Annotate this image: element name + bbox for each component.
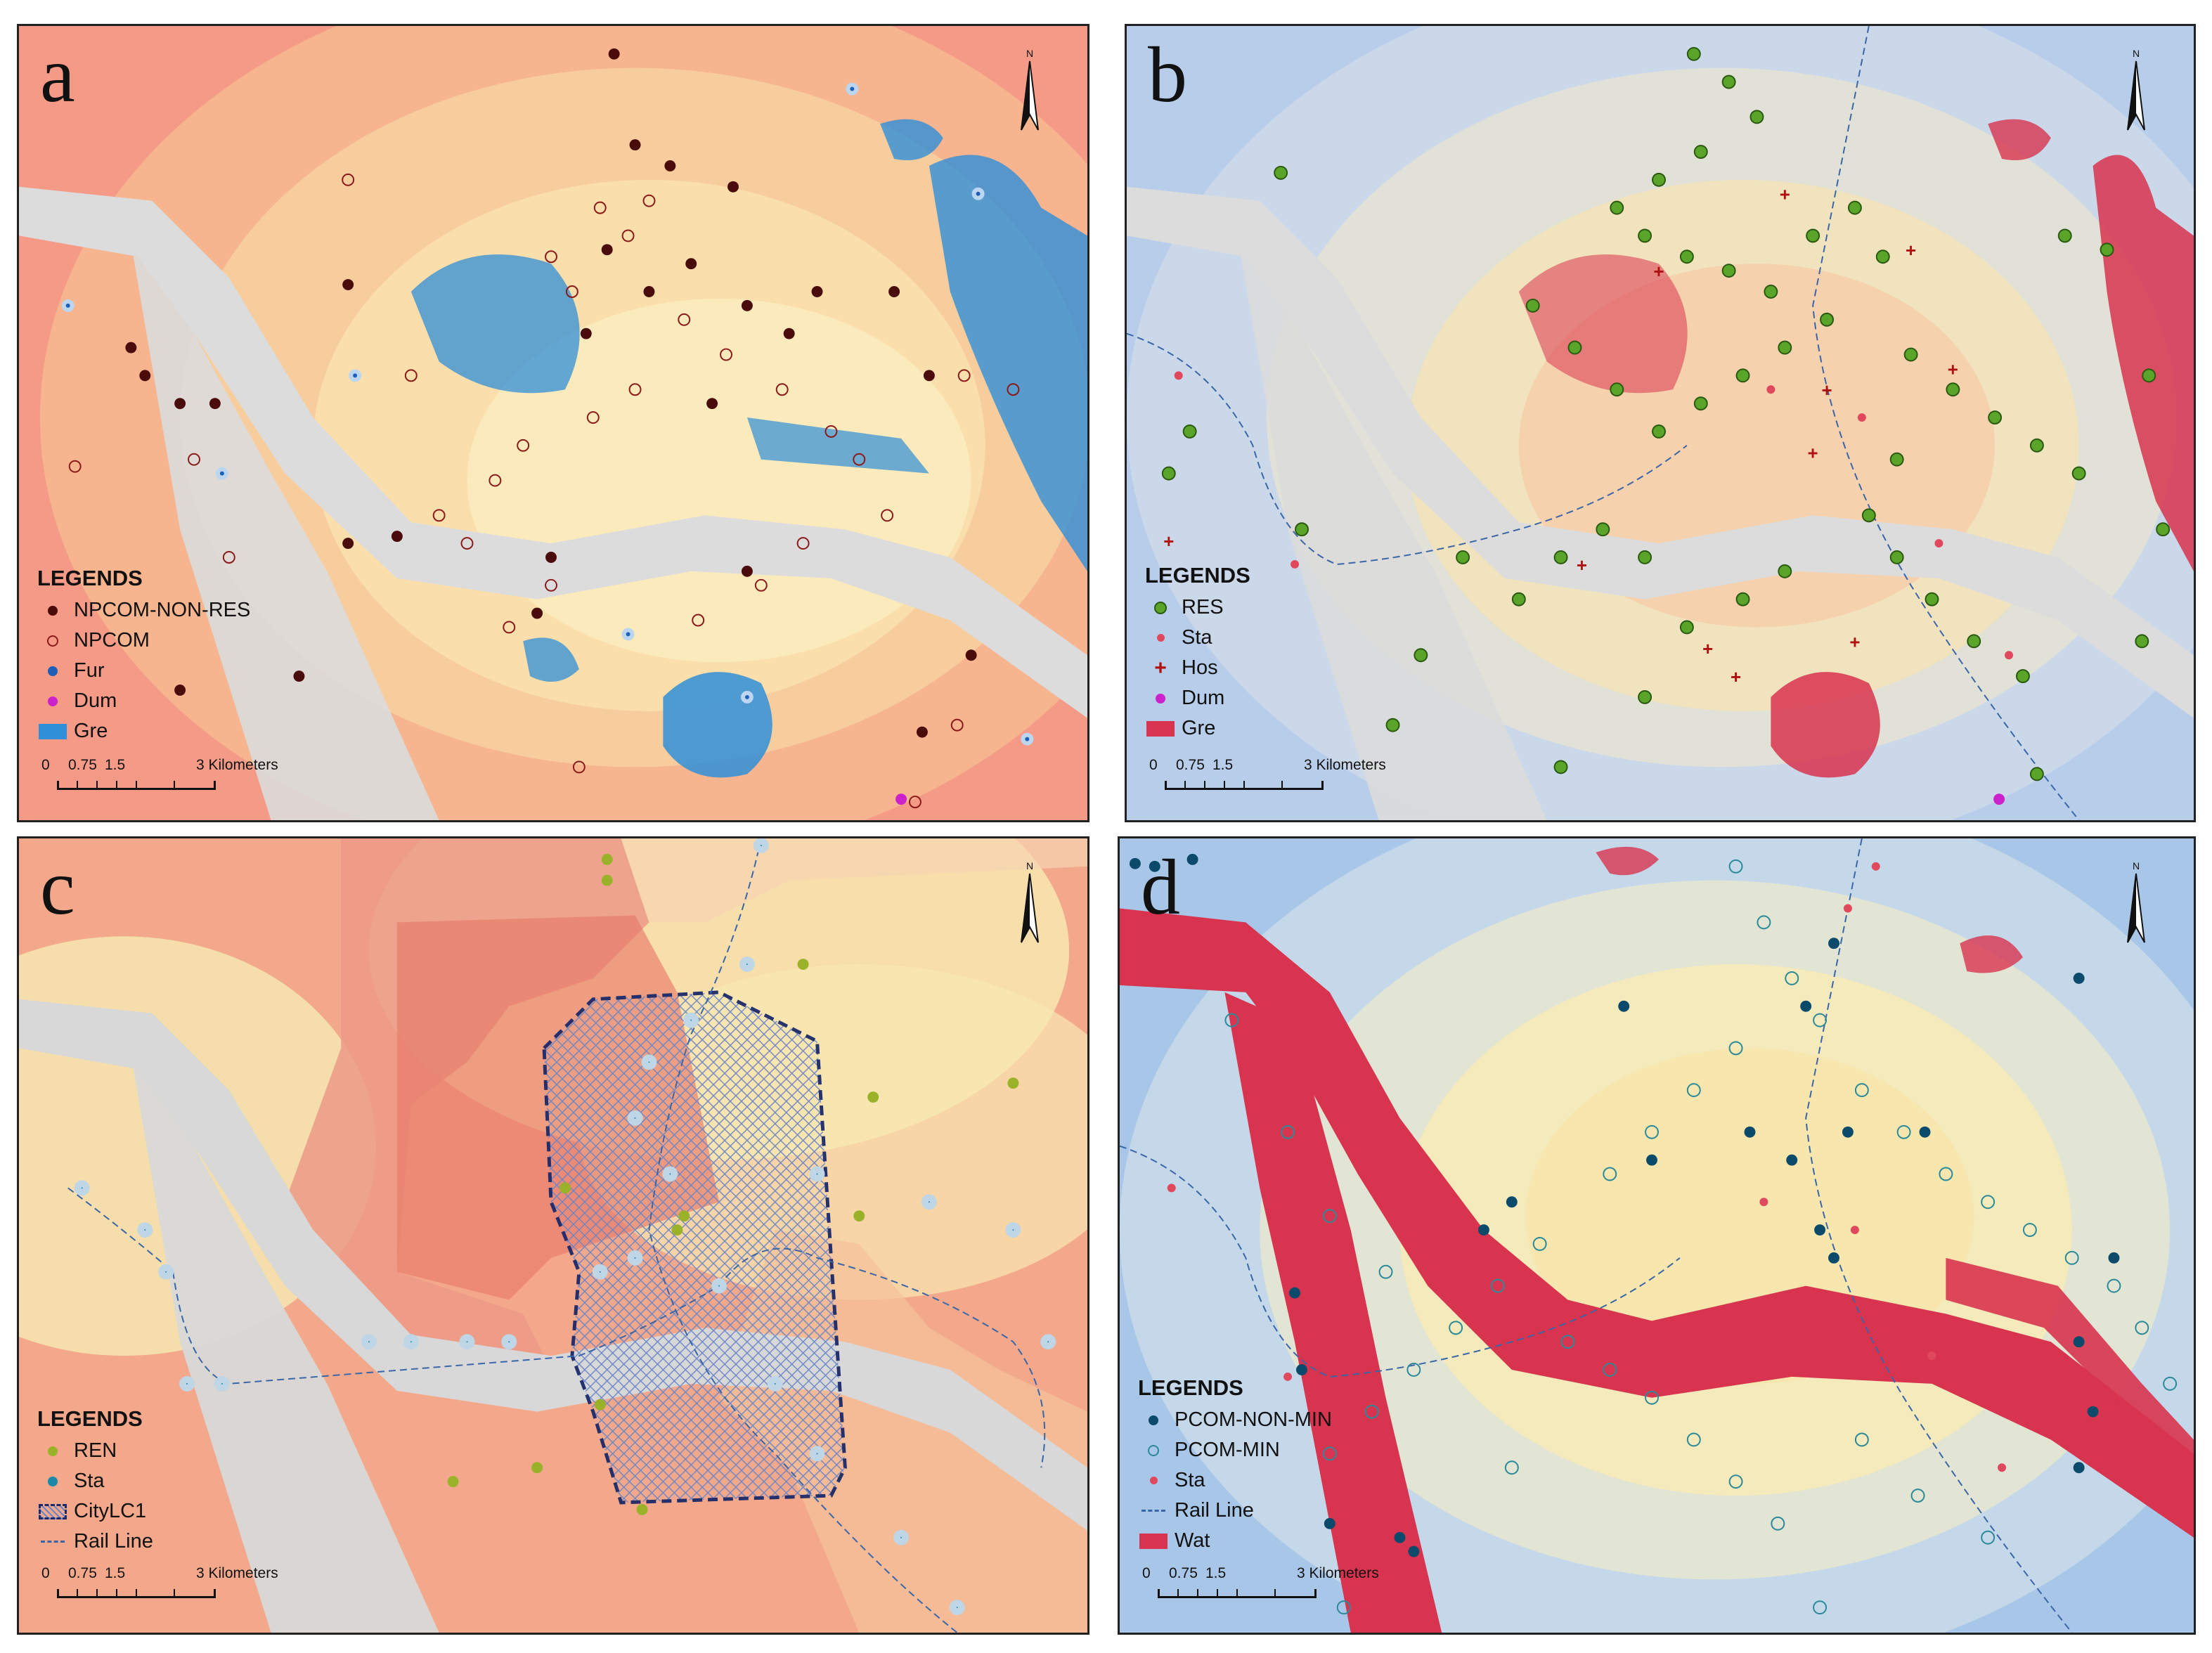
north-arrow-icon: N xyxy=(2127,860,2145,943)
svg-text:+: + xyxy=(1577,556,1587,576)
panel-letter: a xyxy=(40,32,75,119)
svg-text:+: + xyxy=(1948,360,1958,380)
map-panel-c: c N LEGENDS REN Sta CityLC1 Rail Line 0 … xyxy=(17,836,1089,1635)
north-arrow-label: N xyxy=(1026,860,1033,871)
map-canvas-d xyxy=(1120,838,2194,1633)
legend-item-npcom: NPCOM xyxy=(37,625,250,656)
legend-item-hos: + Hos xyxy=(1154,656,1218,680)
svg-text:+: + xyxy=(1808,444,1818,464)
map-canvas-b: + + + + + + + + + + + xyxy=(1127,26,2194,820)
panel-letter: b xyxy=(1148,32,1187,119)
legend-item-gre: Gre xyxy=(1145,713,1250,744)
legend-item-sta: Sta xyxy=(1138,1465,1332,1496)
filled-circle-icon xyxy=(1156,693,1165,704)
area-patch-icon xyxy=(1146,720,1175,737)
panel-letter: d xyxy=(1141,844,1180,931)
svg-text:+: + xyxy=(1702,640,1713,659)
north-arrow-label: N xyxy=(2133,860,2140,871)
sta-points xyxy=(74,838,1056,1616)
legend-item-pcom-non-min: PCOM-NON-MIN xyxy=(1138,1405,1332,1435)
legend-d: LEGENDS PCOM-NON-MIN PCOM-MIN Sta Rail L… xyxy=(1138,1375,1332,1556)
legend-title: LEGENDS xyxy=(1145,563,1250,588)
svg-text:+: + xyxy=(1163,532,1174,552)
legend-item-dum: Dum xyxy=(37,686,250,716)
ren-points xyxy=(447,853,1019,1515)
area-patch-icon xyxy=(39,723,67,739)
svg-text:+: + xyxy=(1780,186,1790,205)
legend-title: LEGENDS xyxy=(1138,1375,1243,1400)
filled-circle-icon xyxy=(48,666,58,676)
svg-text:+: + xyxy=(1653,262,1664,282)
svg-text:+: + xyxy=(1906,241,1916,261)
legend-item-dum: Dum xyxy=(1145,683,1250,713)
legend-item-gre: Gre xyxy=(37,716,250,746)
legend-item-fur: Fur xyxy=(37,656,250,686)
filled-circle-icon xyxy=(1149,1415,1158,1425)
hos-points: + + + + + + + + + + + xyxy=(1163,186,1958,687)
filled-circle-icon xyxy=(1154,601,1167,614)
scale-bar: 0 0.75 1.5 3 Kilometers xyxy=(1148,757,1415,792)
map-panel-a: a N LEGENDS NPCOM-NON-RES NPCOM Fur Dum … xyxy=(17,24,1089,822)
map-panel-b: + + + + + + + + + + + b N LEGENDS RES Sta + Hos Dum… xyxy=(1125,24,2196,822)
filled-circle-icon xyxy=(1156,634,1165,642)
svg-text:+: + xyxy=(1731,668,1741,687)
map-panel-d: d N LEGENDS PCOM-NON-MIN PCOM-MIN Sta Ra… xyxy=(1118,836,2196,1635)
north-arrow-icon: N xyxy=(1021,860,1039,943)
npcom-points xyxy=(68,173,1020,809)
legend-item-rail-line: Rail Line xyxy=(37,1526,153,1557)
legend-title: LEGENDS xyxy=(37,1406,143,1431)
pcom-min-points xyxy=(1224,859,2178,1615)
legend-item-npcom-non-res: NPCOM-NON-RES xyxy=(37,595,250,625)
legend-a: LEGENDS NPCOM-NON-RES NPCOM Fur Dum Gre xyxy=(37,566,250,746)
legend-item-pcom-min: PCOM-MIN xyxy=(1138,1435,1332,1465)
plus-icon: + xyxy=(1154,656,1167,680)
dum-point xyxy=(895,793,907,805)
legend-item-wat: Wat xyxy=(1138,1526,1332,1556)
north-arrow-icon: N xyxy=(2127,48,2145,131)
dashed-line-icon xyxy=(41,1541,65,1543)
legend-title: LEGENDS xyxy=(37,566,143,590)
filled-circle-icon xyxy=(48,605,58,616)
area-patch-icon xyxy=(1139,1533,1168,1549)
npcom-non-res-points xyxy=(125,48,977,738)
scale-bar: 0 0.75 1.5 3 Kilometers xyxy=(40,757,307,792)
sta-points xyxy=(1174,371,2014,660)
legend-item-sta: Sta xyxy=(37,1466,153,1496)
hollow-circle-icon xyxy=(1148,1444,1159,1456)
legend-c: LEGENDS REN Sta CityLC1 Rail Line xyxy=(37,1406,153,1557)
legend-b: LEGENDS RES Sta + Hos Dum Gre xyxy=(1145,563,1250,744)
dashed-line-icon xyxy=(1141,1510,1165,1512)
filled-circle-icon xyxy=(1149,1477,1158,1484)
filled-circle-icon xyxy=(48,696,58,706)
svg-text:+: + xyxy=(1821,381,1832,401)
pcom-non-min-points xyxy=(1129,853,2120,1557)
res-points xyxy=(1161,46,2171,782)
legend-item-rail-line: Rail Line xyxy=(1138,1496,1332,1526)
legend-item-ren: REN xyxy=(37,1436,153,1466)
north-arrow-label: N xyxy=(2133,48,2140,59)
svg-text:+: + xyxy=(1849,633,1860,652)
hatched-patch-icon xyxy=(39,1503,67,1519)
hollow-circle-icon xyxy=(47,635,58,647)
dum-point xyxy=(1993,793,2005,805)
map-canvas-a xyxy=(19,26,1087,820)
scale-bar: 0 0.75 1.5 3 Kilometers xyxy=(1141,1565,1408,1600)
legend-item-res: RES xyxy=(1145,592,1250,623)
map-canvas-c xyxy=(19,838,1087,1633)
legend-item-sta: Sta xyxy=(1145,623,1250,653)
panel-letter: c xyxy=(40,844,75,931)
fur-points xyxy=(61,82,1034,746)
north-arrow-icon: N xyxy=(1021,48,1039,131)
legend-item-citylc1: CityLC1 xyxy=(37,1496,153,1526)
sta-points xyxy=(1167,862,2007,1472)
scale-bar: 0 0.75 1.5 3 Kilometers xyxy=(40,1565,307,1600)
filled-circle-icon xyxy=(48,1476,58,1486)
north-arrow-label: N xyxy=(1026,48,1033,59)
filled-circle-icon xyxy=(48,1446,58,1456)
